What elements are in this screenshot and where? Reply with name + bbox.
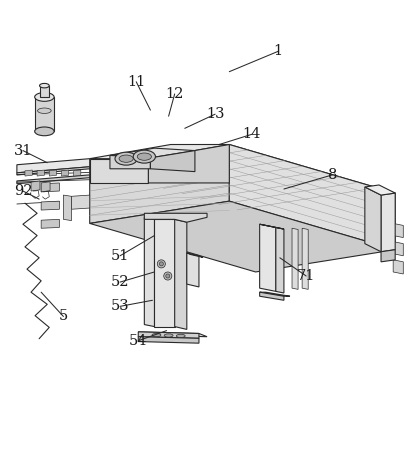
Polygon shape [144, 217, 154, 326]
Polygon shape [138, 337, 198, 343]
Polygon shape [392, 260, 402, 274]
Polygon shape [71, 195, 90, 209]
Text: 14: 14 [242, 127, 260, 141]
Ellipse shape [137, 153, 151, 160]
Polygon shape [275, 227, 283, 293]
Text: 53: 53 [111, 300, 129, 313]
Polygon shape [31, 181, 40, 191]
Ellipse shape [163, 272, 171, 280]
Polygon shape [392, 224, 402, 238]
Polygon shape [63, 195, 71, 220]
Polygon shape [380, 193, 394, 252]
Polygon shape [186, 253, 198, 287]
Polygon shape [392, 242, 402, 256]
Text: 51: 51 [111, 249, 129, 263]
Polygon shape [17, 167, 90, 175]
Polygon shape [259, 224, 275, 291]
Bar [34, 97, 54, 131]
Ellipse shape [151, 333, 160, 337]
Polygon shape [380, 250, 394, 262]
Ellipse shape [176, 334, 185, 338]
Polygon shape [154, 219, 174, 326]
Ellipse shape [157, 260, 165, 268]
Polygon shape [259, 224, 283, 229]
Polygon shape [90, 144, 229, 159]
Text: 54: 54 [129, 334, 147, 348]
Ellipse shape [34, 127, 54, 136]
Polygon shape [90, 159, 148, 183]
Polygon shape [364, 187, 380, 252]
Text: 71: 71 [296, 269, 315, 283]
Text: 1: 1 [273, 44, 282, 58]
Polygon shape [301, 228, 307, 289]
Polygon shape [90, 144, 394, 215]
Ellipse shape [34, 93, 54, 101]
Polygon shape [259, 292, 289, 296]
Polygon shape [41, 201, 59, 210]
Polygon shape [291, 228, 297, 289]
Ellipse shape [133, 150, 155, 163]
Ellipse shape [164, 334, 173, 337]
Polygon shape [110, 156, 150, 169]
Polygon shape [90, 144, 229, 224]
Polygon shape [138, 332, 198, 338]
Polygon shape [110, 148, 194, 158]
Polygon shape [73, 170, 81, 176]
Polygon shape [138, 332, 207, 337]
Polygon shape [144, 213, 207, 222]
Polygon shape [259, 292, 283, 300]
Polygon shape [25, 170, 32, 176]
Polygon shape [90, 201, 394, 272]
Polygon shape [61, 170, 68, 176]
Ellipse shape [115, 152, 137, 165]
Polygon shape [37, 170, 44, 176]
Polygon shape [17, 159, 90, 173]
Polygon shape [148, 144, 229, 183]
Polygon shape [150, 150, 194, 172]
Ellipse shape [159, 262, 163, 266]
Ellipse shape [165, 274, 169, 278]
Text: 11: 11 [127, 75, 145, 89]
Text: 12: 12 [165, 87, 183, 101]
Polygon shape [364, 185, 394, 195]
Text: 52: 52 [111, 275, 129, 289]
Polygon shape [41, 219, 59, 228]
Polygon shape [17, 175, 90, 184]
Text: 31: 31 [14, 144, 32, 157]
Ellipse shape [119, 155, 133, 163]
Ellipse shape [38, 108, 51, 113]
Bar [39, 86, 49, 97]
Polygon shape [229, 144, 394, 250]
Polygon shape [41, 182, 50, 192]
Polygon shape [49, 170, 56, 176]
Text: 8: 8 [327, 168, 336, 182]
Polygon shape [41, 183, 59, 192]
Polygon shape [174, 219, 186, 329]
Text: 5: 5 [59, 309, 68, 324]
Ellipse shape [39, 83, 49, 88]
Text: 92: 92 [14, 184, 32, 198]
Polygon shape [186, 253, 202, 257]
Text: 13: 13 [205, 107, 224, 121]
